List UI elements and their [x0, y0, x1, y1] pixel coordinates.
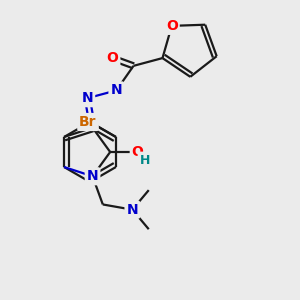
- Text: N: N: [82, 91, 93, 105]
- Text: H: H: [140, 154, 150, 166]
- Text: O: O: [166, 19, 178, 33]
- Text: N: N: [87, 169, 98, 183]
- Text: O: O: [106, 51, 118, 65]
- Text: N: N: [127, 203, 138, 217]
- Text: O: O: [132, 145, 144, 159]
- Text: N: N: [110, 83, 122, 98]
- Text: Br: Br: [79, 115, 97, 129]
